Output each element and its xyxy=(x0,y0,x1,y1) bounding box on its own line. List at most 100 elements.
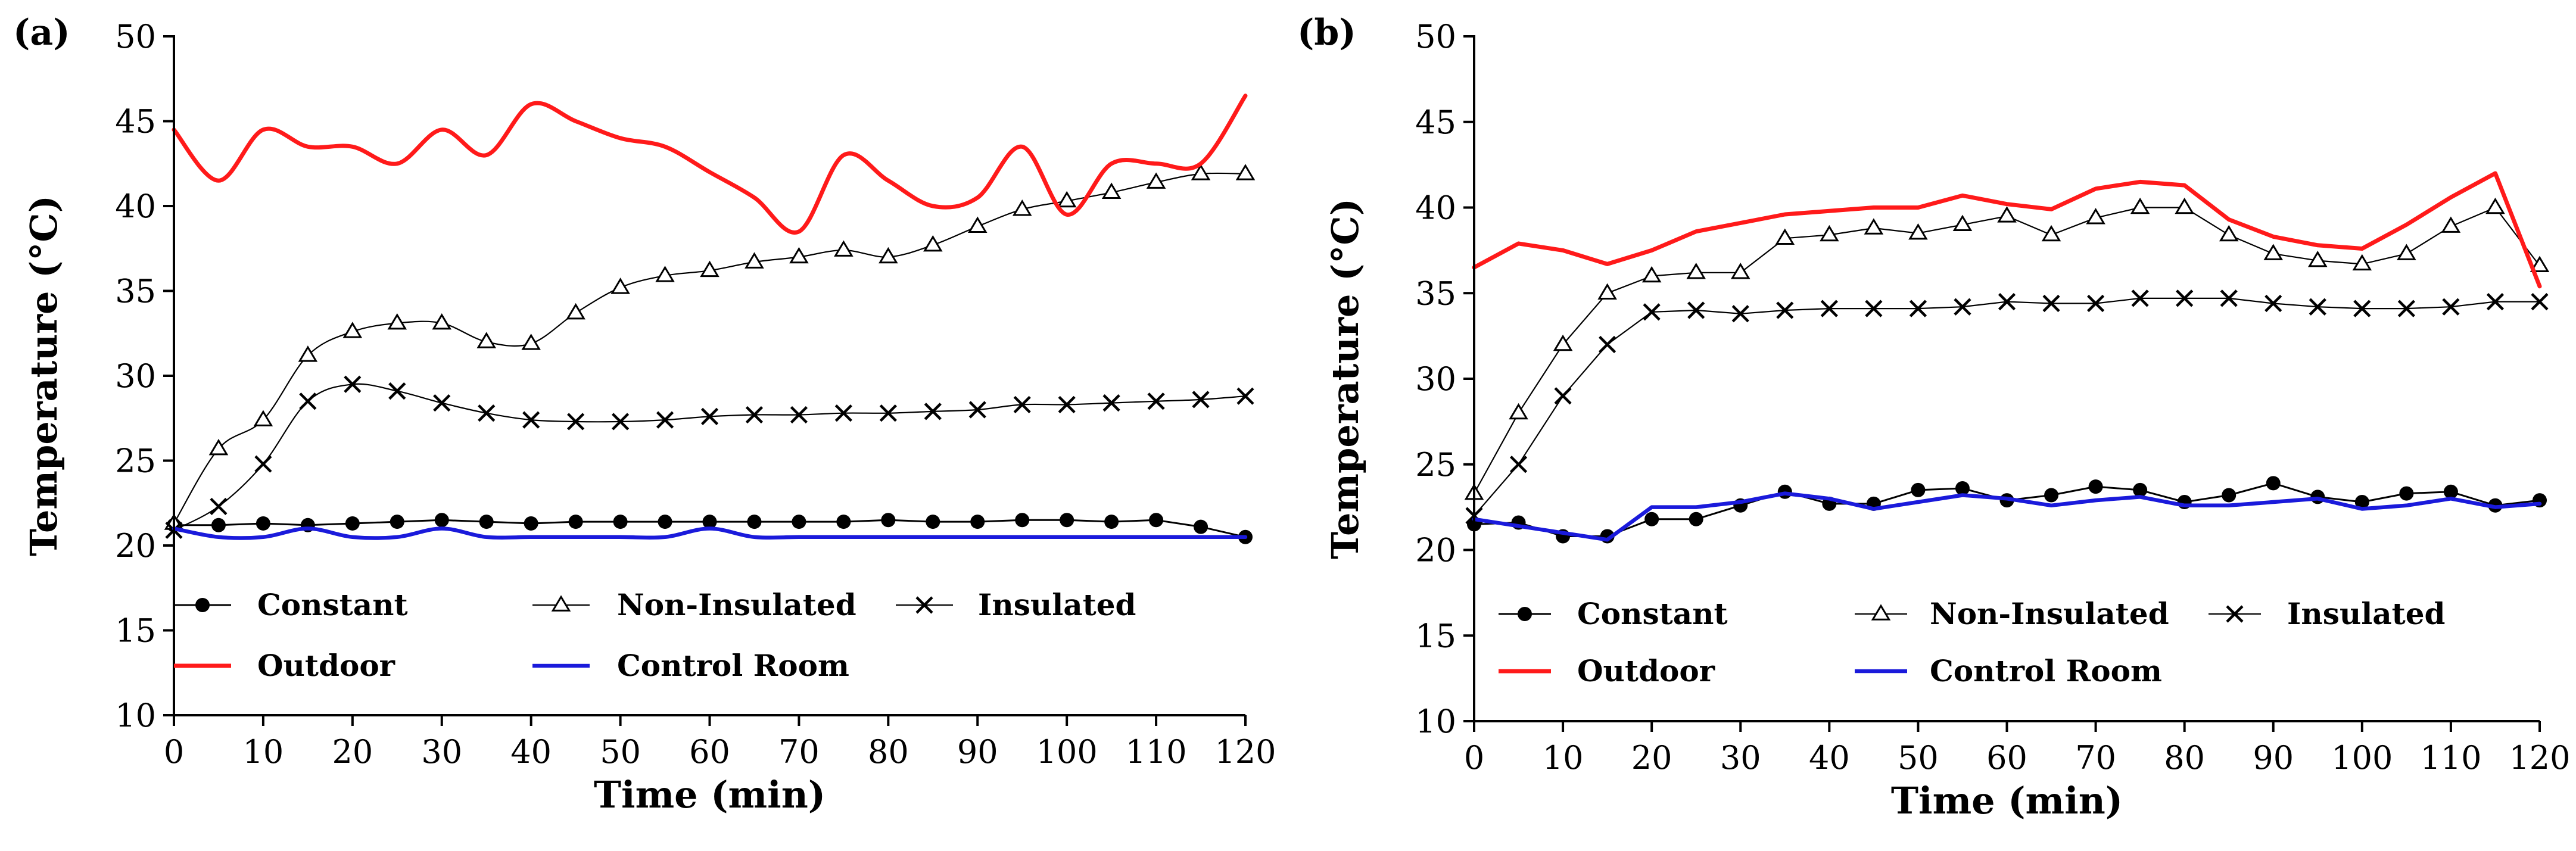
x-tick-label: 110 xyxy=(2420,739,2481,777)
legend-label-non-insulated: Non-Insulated xyxy=(1930,596,2169,631)
x-tick-label: 90 xyxy=(2253,739,2294,777)
legend-item-control-room: Control Room xyxy=(532,648,849,683)
data-point-insulated xyxy=(611,413,630,431)
panel-label: (b) xyxy=(1297,12,1356,54)
data-point-non-insulated xyxy=(387,313,407,330)
data-point-insulated xyxy=(254,455,272,473)
series-line-insulated xyxy=(1473,297,2541,517)
legend-label-non-insulated: Non-Insulated xyxy=(617,587,856,622)
legend-marker-non-insulated xyxy=(1871,604,1891,621)
data-point-non-insulated xyxy=(745,252,764,269)
data-point-insulated xyxy=(1998,293,2016,311)
data-point-non-insulated xyxy=(1641,266,1662,283)
data-point-insulated xyxy=(1236,387,1254,405)
x-tick-label: 60 xyxy=(689,733,730,771)
legend-marker-constant xyxy=(1518,607,1532,621)
data-point-constant xyxy=(1149,513,1164,528)
series-constant xyxy=(1467,476,2547,544)
legend-item-insulated: Insulated xyxy=(896,587,1136,622)
x-tick-label: 40 xyxy=(510,733,552,771)
x-tick-label: 80 xyxy=(868,733,909,771)
legend: Constant Non-Insulated Insulated Outdoor Con… xyxy=(174,587,1136,683)
legend-label-outdoor: Outdoor xyxy=(1577,653,1715,688)
series-insulated xyxy=(1465,289,2549,525)
data-point-insulated xyxy=(2397,300,2415,317)
x-tick-label: 60 xyxy=(1986,739,2027,777)
x-tick-label: 120 xyxy=(1214,733,1276,771)
data-point-non-insulated xyxy=(1997,206,2017,223)
data-point-insulated xyxy=(1820,300,1838,317)
y-tick-label: 20 xyxy=(115,527,156,565)
data-point-constant xyxy=(970,515,985,529)
series-line-non-insulated xyxy=(173,172,1247,525)
data-point-non-insulated xyxy=(834,240,854,257)
data-point-non-insulated xyxy=(1952,214,1973,232)
x-axis-title: Time (min) xyxy=(594,773,826,816)
data-point-non-insulated xyxy=(2441,216,2461,233)
data-point-insulated xyxy=(1776,301,1794,319)
data-point-non-insulated xyxy=(923,235,943,252)
y-tick-label: 30 xyxy=(115,357,156,395)
data-point-insulated xyxy=(924,403,942,420)
data-point-constant xyxy=(1015,513,1030,528)
y-tick-label: 10 xyxy=(115,697,156,734)
data-point-constant xyxy=(2222,488,2237,503)
legend-label-insulated: Insulated xyxy=(2287,596,2446,631)
data-point-insulated xyxy=(2309,298,2326,316)
data-point-constant xyxy=(2133,482,2148,497)
data-point-non-insulated xyxy=(2219,225,2239,242)
data-point-non-insulated xyxy=(208,438,229,456)
x-tick-label: 0 xyxy=(1464,739,1484,777)
x-axis-title: Time (min) xyxy=(1891,779,2123,822)
data-point-constant xyxy=(256,516,270,531)
series-non-insulated xyxy=(164,164,1256,530)
data-point-constant xyxy=(1060,513,1074,528)
data-point-insulated xyxy=(1865,300,1883,317)
data-point-non-insulated xyxy=(476,332,496,348)
x-tick-label: 90 xyxy=(957,733,998,771)
data-point-non-insulated xyxy=(2086,208,2105,225)
data-point-non-insulated xyxy=(1509,403,1528,420)
y-tick-label: 40 xyxy=(1415,189,1456,227)
legend-item-non-insulated: Non-Insulated xyxy=(532,587,856,622)
legend-item-outdoor: Outdoor xyxy=(1499,653,1715,688)
data-point-non-insulated xyxy=(566,303,585,320)
data-point-constant xyxy=(2354,495,2369,509)
x-tick-label: 50 xyxy=(600,733,641,771)
data-point-constant xyxy=(1689,512,1703,526)
data-point-constant xyxy=(524,516,538,531)
data-point-constant xyxy=(1104,515,1119,529)
data-point-non-insulated xyxy=(789,247,809,264)
data-point-constant xyxy=(613,515,628,529)
data-point-non-insulated xyxy=(967,216,988,233)
data-point-constant xyxy=(926,515,940,529)
data-point-non-insulated xyxy=(610,278,630,294)
data-point-insulated xyxy=(1102,394,1120,412)
x-tick-label: 100 xyxy=(2331,739,2393,777)
data-point-insulated xyxy=(2131,289,2149,307)
data-point-insulated xyxy=(1554,387,1572,405)
data-point-non-insulated xyxy=(2175,197,2194,214)
data-point-insulated xyxy=(1013,395,1031,414)
data-point-insulated xyxy=(2176,289,2194,307)
data-point-insulated xyxy=(790,406,808,424)
data-point-constant xyxy=(2266,476,2281,491)
legend-item-constant: Constant xyxy=(174,587,408,622)
data-point-constant xyxy=(568,515,583,529)
legend-label-insulated: Insulated xyxy=(978,587,1136,622)
data-point-constant xyxy=(2399,486,2414,501)
x-tick-label: 70 xyxy=(778,733,820,771)
series-line-outdoor xyxy=(1472,171,2542,289)
data-point-insulated xyxy=(879,404,897,422)
legend: Constant Non-Insulated Insulated Outdoor Con… xyxy=(1499,596,2446,688)
series-line-constant xyxy=(1473,482,2541,537)
data-point-constant xyxy=(702,515,717,529)
series-line-non-insulated xyxy=(1473,207,2541,494)
data-point-insulated xyxy=(1954,298,1971,316)
y-tick-label: 30 xyxy=(1415,360,1456,398)
data-point-insulated xyxy=(2353,300,2371,317)
series-constant xyxy=(167,513,1253,544)
data-point-insulated xyxy=(1731,305,1749,323)
